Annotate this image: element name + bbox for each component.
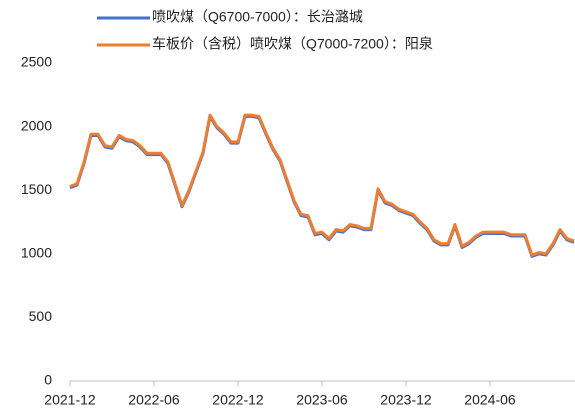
- y-tick-label: 0: [44, 372, 52, 388]
- x-tick-label: 2024-06: [464, 392, 516, 408]
- y-tick-label: 2000: [21, 117, 52, 133]
- x-tick-label: 2023-12: [380, 392, 432, 408]
- legend-label: 喷吹煤（Q6700-7000）：长治潞城: [152, 9, 363, 25]
- line-series: [69, 114, 575, 258]
- line-series: [69, 113, 575, 257]
- x-tick-label: 2021-12: [44, 392, 96, 408]
- y-tick-label: 1000: [21, 245, 52, 261]
- y-tick-label: 1500: [21, 181, 52, 197]
- x-tick-label: 2023-06: [296, 392, 348, 408]
- legend: 喷吹煤（Q6700-7000）：长治潞城车板价（含税）喷吹煤（Q7000-720…: [97, 9, 433, 52]
- legend-label: 车板价（含税）喷吹煤（Q7000-7200）：阳泉: [152, 36, 433, 52]
- x-tick-label: 2022-06: [128, 392, 180, 408]
- y-tick-label: 2500: [21, 54, 52, 70]
- x-tick-label: 2022-12: [212, 392, 264, 408]
- y-tick-label: 500: [29, 308, 53, 324]
